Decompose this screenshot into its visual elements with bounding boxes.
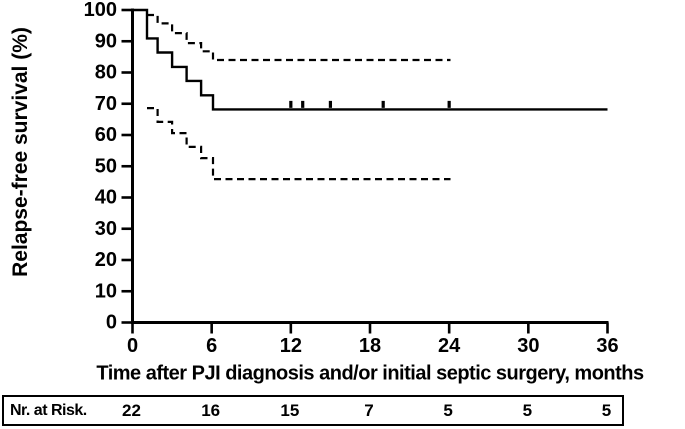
x-axis-ticks (131, 322, 609, 334)
y-tick-label: 10 (95, 280, 117, 302)
x-tick-label: 36 (596, 335, 618, 357)
y-tick-label: 90 (95, 30, 117, 52)
survival-curves (132, 8, 608, 181)
km-curve (132, 8, 608, 111)
y-tick-label: 70 (95, 93, 117, 115)
at-risk-count: 5 (443, 400, 453, 420)
y-tick-label: 0 (106, 312, 117, 334)
at-risk-count: 22 (122, 400, 141, 420)
censor-marks (289, 100, 451, 108)
at-risk-count: 16 (201, 400, 221, 420)
x-tick-label: 12 (280, 335, 302, 357)
y-tick-label: 30 (95, 218, 117, 240)
y-tick-label: 50 (95, 155, 117, 177)
number-at-risk-table: Nr. at Risk. 22 16 15 7 5 5 5 (2, 395, 624, 426)
y-axis-ticks (121, 8, 133, 324)
y-tick-label: 60 (95, 124, 117, 146)
ci-lower-curve (147, 107, 451, 181)
y-tick-label: 20 (95, 249, 117, 271)
x-tick-label: 24 (438, 335, 461, 357)
y-axis-tick-labels: 0 10 20 30 40 50 60 70 80 90 100 (84, 0, 117, 334)
number-at-risk-label: Nr. at Risk. (10, 401, 87, 419)
x-tick-label: 6 (206, 335, 217, 357)
x-axis-tick-labels: 0 6 12 18 24 30 36 (127, 335, 619, 357)
y-axis-title: Relapse-free survival (%) (9, 27, 32, 277)
x-tick-label: 18 (359, 335, 381, 357)
ci-upper-curve (147, 13, 451, 62)
at-risk-count: 5 (522, 400, 533, 420)
x-tick-label: 30 (517, 335, 539, 357)
y-tick-label: 40 (95, 187, 117, 209)
at-risk-count: 15 (280, 400, 300, 420)
at-risk-count: 7 (364, 400, 374, 420)
x-tick-label: 0 (127, 335, 138, 357)
y-tick-label: 80 (95, 62, 117, 84)
x-axis-title: Time after PJI diagnosis and/or initial … (96, 362, 644, 385)
at-risk-count: 5 (601, 400, 612, 420)
y-tick-label: 100 (84, 0, 117, 21)
